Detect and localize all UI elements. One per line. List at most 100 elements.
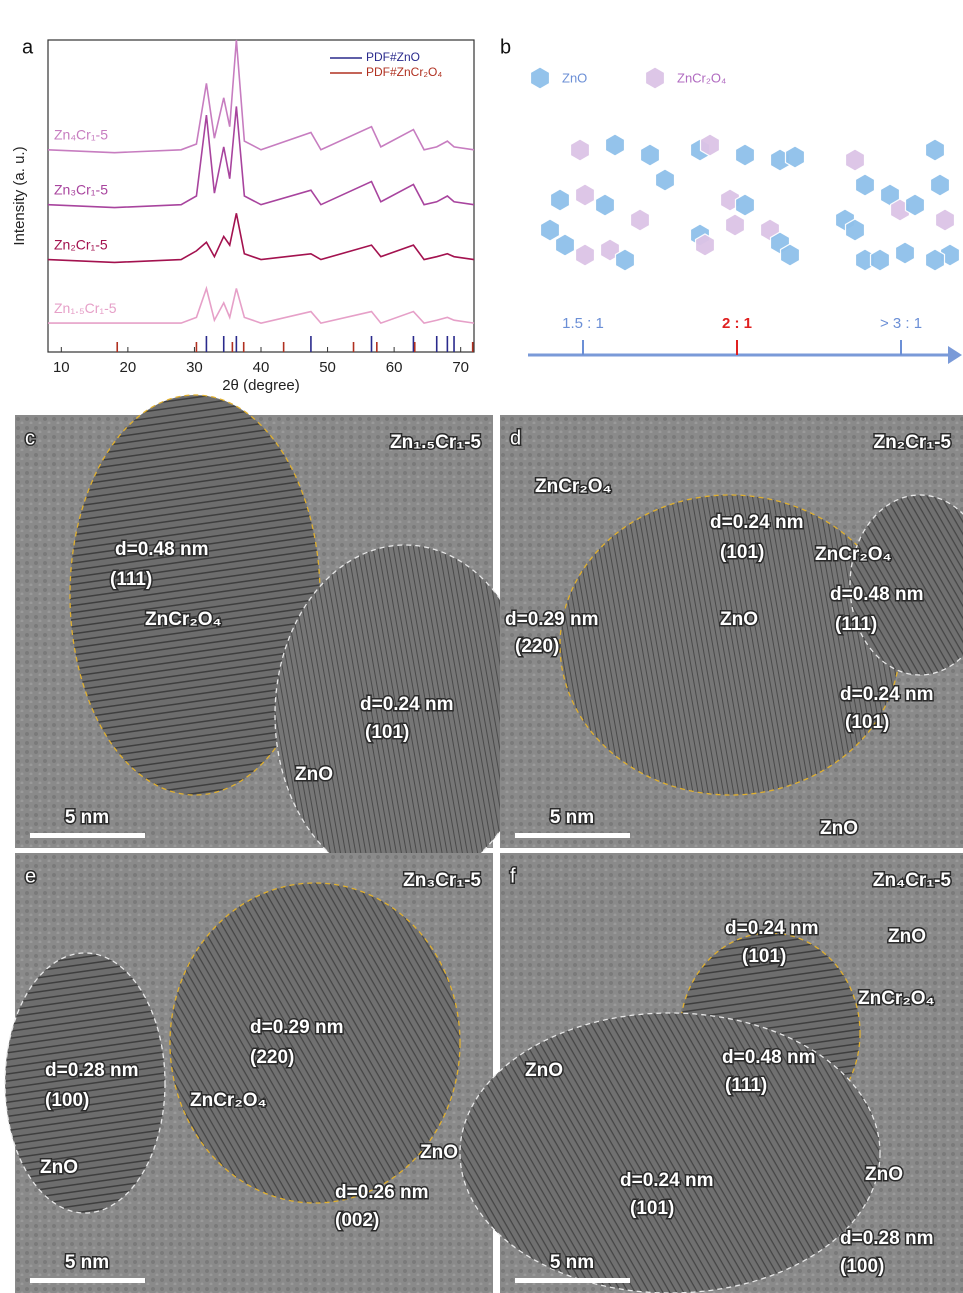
scale-bar-label: 5 nm — [65, 807, 109, 828]
ratio-label: 2 : 1 — [722, 315, 752, 332]
scale-bar-label: 5 nm — [550, 807, 594, 828]
annotation: (111) — [835, 614, 877, 635]
annotation: (101) — [845, 712, 889, 733]
annotation: (220) — [515, 636, 559, 657]
x-tick-label: 40 — [253, 359, 270, 376]
particle — [846, 149, 865, 171]
particle — [571, 139, 590, 161]
ratio-arrow — [948, 346, 962, 364]
particle — [846, 219, 865, 241]
annotation: d=0.28 nm — [45, 1060, 138, 1081]
annotation: (111) — [725, 1075, 767, 1096]
annotation: ZnO — [888, 926, 926, 947]
figure: a b 102030405060702θ (degree)Intensity (… — [0, 0, 963, 1293]
series-label: Zn₂Cr₁-5 — [54, 236, 108, 252]
legend-label: PDF#ZnO — [366, 50, 420, 64]
annotation: ZnCr₂O₄ — [145, 609, 222, 630]
annotation: d=0.48 nm — [115, 539, 208, 560]
scale-bar-label: 5 nm — [65, 1252, 109, 1273]
particle — [781, 244, 800, 266]
ratio-label: 1.5 : 1 — [562, 315, 604, 332]
particle — [541, 219, 560, 241]
annotation: d=0.24 nm — [620, 1170, 713, 1191]
sample-label: Zn₁.₅Cr₁-5 — [390, 432, 481, 453]
x-tick-label: 20 — [120, 359, 137, 376]
particle — [736, 194, 755, 216]
micrograph: d Zn₂Cr₁-5 5 nm ZnCr₂O₄ d=0.24 nm (101) ZnCr₂O… — [500, 415, 963, 848]
particle — [931, 174, 950, 196]
annotation: d=0.24 nm — [710, 512, 803, 533]
annotation: ZnCr₂O₄ — [535, 476, 612, 497]
particle — [576, 244, 595, 266]
particle — [576, 184, 595, 206]
annotation: (220) — [250, 1047, 294, 1068]
annotation: ZnO — [420, 1142, 458, 1163]
particle — [786, 146, 805, 168]
particle — [696, 234, 715, 256]
legend-particle — [531, 67, 550, 89]
annotation: d=0.24 nm — [360, 694, 453, 715]
panel-label: e — [25, 865, 36, 887]
annotation: ZnO — [865, 1164, 903, 1185]
annotation: ZnCr₂O₄ — [815, 544, 892, 565]
xrd-curve — [48, 106, 474, 207]
series-label: Zn₁.₅Cr₁-5 — [54, 300, 117, 316]
particle — [926, 249, 945, 271]
particle — [556, 234, 575, 256]
legend-label: ZnO — [562, 70, 587, 85]
x-tick-label: 60 — [386, 359, 403, 376]
panel-label: d — [510, 427, 521, 449]
series-label: Zn₄Cr₁-5 — [54, 126, 108, 142]
annotation: d=0.29 nm — [250, 1017, 343, 1038]
annotation: (100) — [840, 1256, 884, 1277]
particle — [896, 242, 915, 264]
scale-bar — [30, 1278, 145, 1283]
particle — [656, 169, 675, 191]
annotation: (101) — [365, 722, 409, 743]
particle — [906, 194, 925, 216]
particle — [926, 139, 945, 161]
crystal-grain — [5, 953, 165, 1213]
annotation: (101) — [720, 542, 764, 563]
particle — [726, 214, 745, 236]
particle — [936, 209, 955, 231]
ratio-label: > 3 : 1 — [880, 315, 922, 332]
particle — [871, 249, 890, 271]
annotation: ZnCr₂O₄ — [858, 988, 935, 1009]
annotation: d=0.48 nm — [830, 584, 923, 605]
annotation: (002) — [335, 1210, 379, 1231]
particle — [596, 194, 615, 216]
panel-label: a — [22, 36, 34, 58]
particle — [616, 249, 635, 271]
scale-bar — [515, 833, 630, 838]
sample-label: Zn₂Cr₁-5 — [873, 432, 951, 453]
panel-label: f — [510, 865, 516, 887]
legend-particle — [646, 67, 665, 89]
annotation: (101) — [742, 946, 786, 967]
x-axis-label: 2θ (degree) — [222, 377, 300, 394]
crystal-grain — [560, 495, 900, 795]
particle — [551, 189, 570, 211]
annotation: ZnO — [820, 818, 858, 839]
particle — [631, 209, 650, 231]
annotation: d=0.26 nm — [335, 1182, 428, 1203]
annotation: ZnO — [40, 1157, 78, 1178]
annotation: d=0.24 nm — [725, 918, 818, 939]
legend-label: ZnCr₂O₄ — [677, 70, 726, 85]
y-axis-label: Intensity (a. u.) — [11, 146, 28, 245]
annotation: d=0.48 nm — [722, 1047, 815, 1068]
sample-label: Zn₃Cr₁-5 — [403, 870, 481, 891]
legend-label: PDF#ZnCr₂O₄ — [366, 65, 442, 79]
x-tick-label: 70 — [452, 359, 469, 376]
x-tick-label: 10 — [53, 359, 70, 376]
crystal-grain — [460, 1013, 880, 1293]
annotation: ZnCr₂O₄ — [190, 1090, 267, 1111]
annotation: ZnO — [525, 1060, 563, 1081]
xrd-curve — [48, 213, 474, 262]
annotation: (101) — [630, 1198, 674, 1219]
x-tick-label: 30 — [186, 359, 203, 376]
scale-bar — [30, 833, 145, 838]
particle — [856, 174, 875, 196]
